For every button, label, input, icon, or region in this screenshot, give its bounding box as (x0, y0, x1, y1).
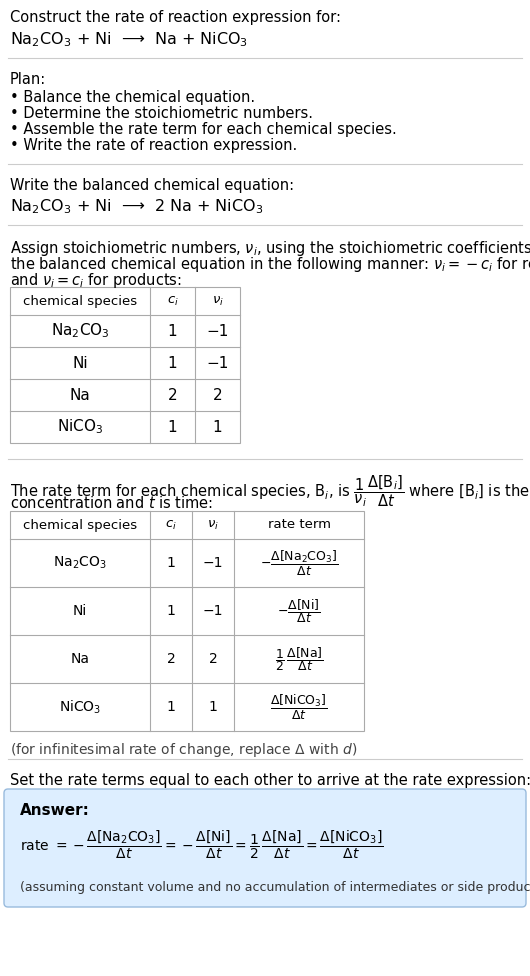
Text: −1: −1 (203, 556, 223, 570)
Text: Na: Na (69, 387, 91, 402)
Text: 2: 2 (213, 387, 222, 402)
Text: Ni: Ni (73, 604, 87, 618)
Text: NiCO$_3$: NiCO$_3$ (59, 698, 101, 715)
Text: (for infinitesimal rate of change, replace Δ with $d$): (for infinitesimal rate of change, repla… (10, 741, 357, 759)
Text: NiCO$_3$: NiCO$_3$ (57, 418, 103, 436)
Text: $\nu_i$: $\nu_i$ (211, 295, 224, 307)
Text: Na$_2$CO$_3$: Na$_2$CO$_3$ (50, 322, 109, 341)
Text: 1: 1 (209, 700, 217, 714)
Bar (10, 511, 364, 731)
Text: concentration and $t$ is time:: concentration and $t$ is time: (10, 495, 213, 511)
Text: 1: 1 (167, 323, 178, 339)
Text: Na$_2$CO$_3$: Na$_2$CO$_3$ (53, 554, 107, 571)
Text: 1: 1 (166, 556, 175, 570)
Text: Na: Na (70, 652, 90, 666)
Text: the balanced chemical equation in the following manner: $\nu_i = -c_i$ for react: the balanced chemical equation in the fo… (10, 255, 530, 274)
Text: 2: 2 (167, 387, 178, 402)
FancyBboxPatch shape (4, 789, 526, 907)
Text: 1: 1 (166, 604, 175, 618)
Bar (10, 287, 240, 443)
Text: 2: 2 (209, 652, 217, 666)
Text: Na$_2$CO$_3$ + Ni  ⟶  2 Na + NiCO$_3$: Na$_2$CO$_3$ + Ni ⟶ 2 Na + NiCO$_3$ (10, 197, 263, 216)
Text: Construct the rate of reaction expression for:: Construct the rate of reaction expressio… (10, 10, 341, 25)
Text: Ni: Ni (72, 355, 88, 371)
Text: rate $= -\dfrac{\Delta[\mathrm{Na_2CO_3}]}{\Delta t} = -\dfrac{\Delta[\mathrm{Ni: rate $= -\dfrac{\Delta[\mathrm{Na_2CO_3}… (20, 829, 384, 862)
Text: • Assemble the rate term for each chemical species.: • Assemble the rate term for each chemic… (10, 122, 397, 137)
Text: $\dfrac{\Delta[\mathrm{NiCO_3}]}{\Delta t}$: $\dfrac{\Delta[\mathrm{NiCO_3}]}{\Delta … (270, 693, 328, 721)
Text: 1: 1 (167, 420, 178, 434)
Text: −1: −1 (206, 323, 228, 339)
Text: 2: 2 (166, 652, 175, 666)
Text: chemical species: chemical species (23, 518, 137, 532)
Text: −1: −1 (206, 355, 228, 371)
Text: Assign stoichiometric numbers, $\nu_i$, using the stoichiometric coefficients, $: Assign stoichiometric numbers, $\nu_i$, … (10, 239, 530, 258)
Text: rate term: rate term (268, 518, 331, 532)
Text: • Determine the stoichiometric numbers.: • Determine the stoichiometric numbers. (10, 106, 313, 121)
Text: $\nu_i$: $\nu_i$ (207, 518, 219, 532)
Text: (assuming constant volume and no accumulation of intermediates or side products): (assuming constant volume and no accumul… (20, 881, 530, 894)
Text: 1: 1 (166, 700, 175, 714)
Text: $-\dfrac{\Delta[\mathrm{Ni}]}{\Delta t}$: $-\dfrac{\Delta[\mathrm{Ni}]}{\Delta t}$ (277, 597, 321, 625)
Text: • Balance the chemical equation.: • Balance the chemical equation. (10, 90, 255, 105)
Text: 1: 1 (167, 355, 178, 371)
Text: $\dfrac{1}{2}\,\dfrac{\Delta[\mathrm{Na}]}{\Delta t}$: $\dfrac{1}{2}\,\dfrac{\Delta[\mathrm{Na}… (275, 645, 323, 673)
Text: and $\nu_i = c_i$ for products:: and $\nu_i = c_i$ for products: (10, 271, 182, 290)
Text: 1: 1 (213, 420, 222, 434)
Text: The rate term for each chemical species, B$_i$, is $\dfrac{1}{\nu_i}\dfrac{\Delt: The rate term for each chemical species,… (10, 473, 530, 508)
Text: −1: −1 (203, 604, 223, 618)
Text: Na$_2$CO$_3$ + Ni  ⟶  Na + NiCO$_3$: Na$_2$CO$_3$ + Ni ⟶ Na + NiCO$_3$ (10, 30, 248, 49)
Text: $c_i$: $c_i$ (165, 518, 177, 532)
Text: Answer:: Answer: (20, 803, 90, 818)
Text: • Write the rate of reaction expression.: • Write the rate of reaction expression. (10, 138, 297, 153)
Text: Write the balanced chemical equation:: Write the balanced chemical equation: (10, 178, 294, 193)
Text: $-\dfrac{\Delta[\mathrm{Na_2CO_3}]}{\Delta t}$: $-\dfrac{\Delta[\mathrm{Na_2CO_3}]}{\Del… (260, 549, 338, 578)
Text: $c_i$: $c_i$ (166, 295, 179, 307)
Text: Plan:: Plan: (10, 72, 46, 87)
Text: Set the rate terms equal to each other to arrive at the rate expression:: Set the rate terms equal to each other t… (10, 773, 530, 788)
Text: chemical species: chemical species (23, 295, 137, 307)
